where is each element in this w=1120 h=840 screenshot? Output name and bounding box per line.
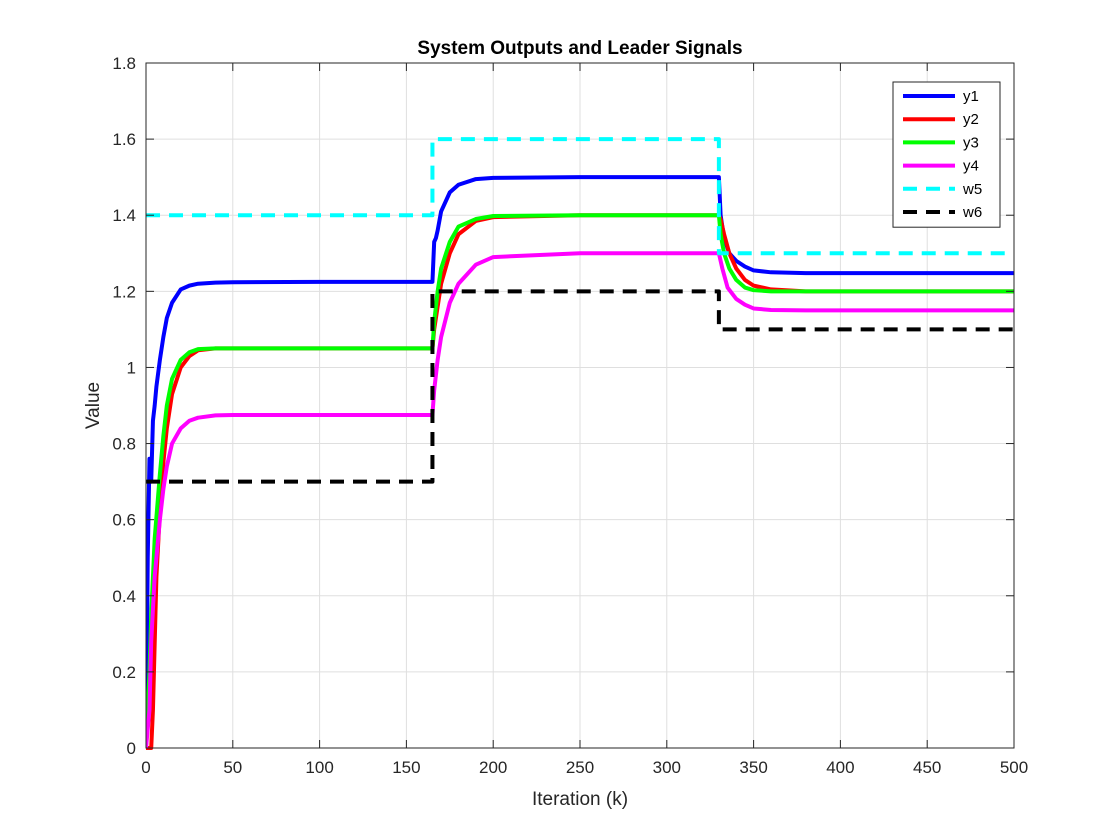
y-tick-label: 1.8 xyxy=(112,54,136,73)
x-tick-label: 400 xyxy=(826,758,854,777)
x-tick-label: 250 xyxy=(566,758,594,777)
legend-box xyxy=(892,81,1001,228)
y-tick-label: 0.6 xyxy=(112,511,136,530)
y-axis-label: Value xyxy=(83,382,104,429)
legend-label-y3: y3 xyxy=(963,134,979,151)
x-tick-label: 300 xyxy=(653,758,681,777)
legend: y1 y2 y3 y4 w5 w6 xyxy=(892,81,1001,228)
legend-label-w5: w5 xyxy=(962,181,982,198)
series-line-y3 xyxy=(146,213,1014,749)
series-line-w6 xyxy=(146,289,1014,484)
x-tick-label: 0 xyxy=(141,758,150,777)
series-line-y4 xyxy=(146,251,1014,749)
x-tick-label: 100 xyxy=(305,758,333,777)
ticks: 0 50 100 150 200 250 300 350 400 450 500 0 0.2 0.4 0.6… xyxy=(112,54,1028,777)
y-tick-label: 0 xyxy=(127,739,136,758)
x-tick-label: 200 xyxy=(479,758,507,777)
x-tick-label: 450 xyxy=(913,758,941,777)
legend-label-y4: y4 xyxy=(963,158,979,175)
y-tick-label: 0.4 xyxy=(112,587,136,606)
x-tick-label: 500 xyxy=(1000,758,1028,777)
legend-label-w6: w6 xyxy=(962,204,982,221)
x-tick-label: 50 xyxy=(223,758,242,777)
legend-label-y1: y1 xyxy=(963,88,979,105)
series-layer xyxy=(146,137,1014,750)
y-tick-label: 1.4 xyxy=(112,206,136,225)
y-tick-label: 1.2 xyxy=(112,282,136,301)
y-tick-label: 0.2 xyxy=(112,663,136,682)
legend-label-y2: y2 xyxy=(963,111,979,128)
series-line-w5 xyxy=(146,137,1014,256)
y-tick-label: 1 xyxy=(127,358,136,377)
x-axis-label: Iteration (k) xyxy=(532,789,628,810)
y-tick-label: 0.8 xyxy=(112,435,136,454)
x-tick-label: 150 xyxy=(392,758,420,777)
y-tick-label: 1.6 xyxy=(112,130,136,149)
chart-title: System Outputs and Leader Signals xyxy=(417,38,742,59)
x-tick-label: 350 xyxy=(739,758,767,777)
